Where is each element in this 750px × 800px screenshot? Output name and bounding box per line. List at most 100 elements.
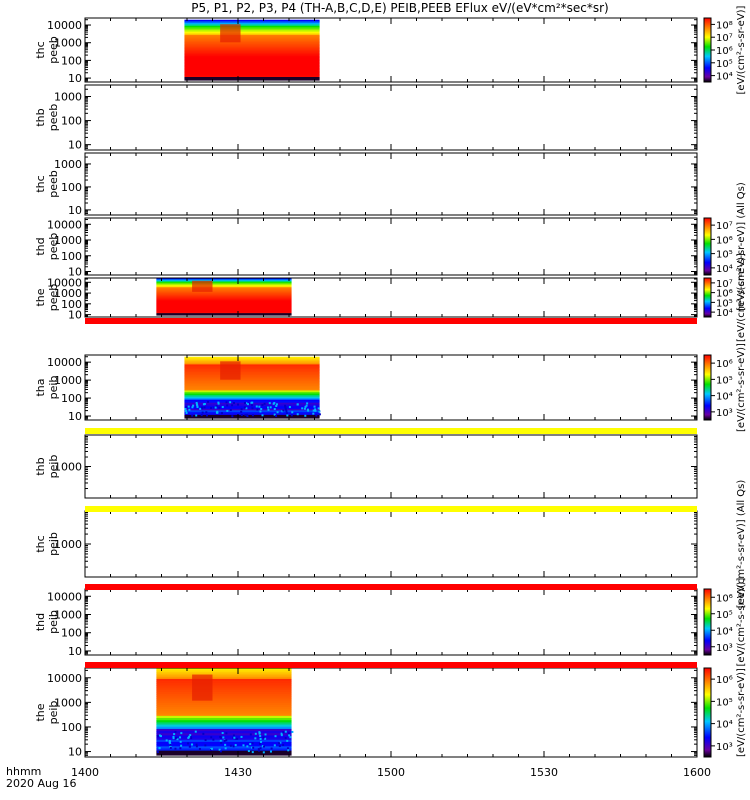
colorbar-tick-label: 10⁶	[716, 359, 733, 370]
spectrogram-noise	[286, 414, 289, 417]
spectrogram-row	[184, 70, 320, 74]
spectrogram-row	[184, 78, 320, 81]
spectrogram-row	[184, 24, 320, 27]
spectrogram-row	[184, 370, 320, 373]
spectrogram-noise	[306, 402, 309, 405]
spectrogram-row	[184, 384, 320, 387]
y-tick-label: 100	[61, 181, 82, 194]
spectrogram-noise	[245, 402, 248, 405]
spectrogram-noise	[269, 406, 272, 409]
colorbar-label: [eV/(cm²-s-sr-eV)]	[736, 577, 747, 666]
spectrogram-row	[184, 67, 320, 71]
spectrogram-noise	[214, 406, 217, 409]
spectrogram-row	[156, 722, 292, 726]
spectrogram-noise	[188, 408, 191, 411]
spectrogram-noise	[242, 744, 245, 747]
spectrogram-row	[184, 57, 320, 60]
spectrogram-noise	[212, 738, 215, 741]
spectrogram-noise	[262, 751, 265, 754]
spectrogram-row	[156, 678, 292, 682]
y-tick-label: 100	[61, 627, 82, 640]
spectrogram-noise	[279, 741, 282, 744]
spectrogram-row	[184, 30, 320, 33]
spectrogram-noise	[158, 734, 161, 737]
spectrogram-noise	[243, 406, 246, 409]
spectrogram-row	[184, 398, 320, 401]
spectrogram-row	[156, 295, 292, 298]
spectrogram-noise	[229, 401, 232, 404]
panel-label-instrument: peib	[47, 701, 60, 725]
spectrogram-noise	[264, 733, 267, 736]
spectrogram-noise	[187, 742, 190, 745]
spectrogram-row	[156, 294, 292, 297]
spectrogram-noise	[258, 742, 261, 745]
spectrogram-noise	[262, 745, 265, 748]
colorbar-tick-label: 10⁵	[716, 610, 733, 621]
spectrogram-row	[156, 290, 292, 292]
spectrogram-data	[156, 668, 294, 756]
spectrogram-noise	[223, 739, 226, 742]
spectrogram-noise	[215, 405, 218, 408]
spectrogram-row	[184, 396, 320, 399]
spectrogram-noise	[259, 737, 262, 740]
time-axis: 1400 1430 1500 1530 1600	[71, 766, 711, 779]
spectrogram-noise	[287, 749, 290, 752]
spectrogram-row	[156, 313, 292, 315]
spectrogram-row	[184, 365, 320, 369]
spectrogram-noise	[282, 731, 285, 734]
x-tick-label: 1400	[71, 766, 99, 779]
spectrogram-row	[184, 375, 320, 378]
spectrogram-noise	[259, 410, 262, 413]
panel-label-instrument: peib	[47, 455, 60, 479]
spectrogram-row	[156, 718, 292, 721]
spectrogram-row	[184, 372, 320, 375]
spectrogram-noise	[237, 403, 240, 406]
spectrogram-noise	[290, 414, 293, 417]
spectrogram-noise	[221, 406, 224, 409]
spectrogram-noise	[232, 734, 235, 737]
spectrogram-noise	[233, 401, 236, 404]
y-tick-label: 100	[61, 54, 82, 67]
spectrogram-row	[184, 28, 320, 31]
spectrogram-row	[184, 395, 320, 398]
spectrogram-noise	[284, 405, 287, 408]
spectrogram-noise	[259, 734, 262, 737]
y-tick-label: 1000	[54, 234, 82, 247]
spectrogram-noise	[203, 406, 206, 409]
spectrogram-noise	[244, 413, 247, 416]
spectrogram-row	[184, 39, 320, 42]
spectrogram-row	[184, 25, 320, 28]
spectrogram-row	[184, 54, 320, 57]
spectrogram-noise	[273, 408, 276, 411]
panel-3: 10 100 1000 thc peeb	[34, 152, 698, 217]
colorbar-gradient	[703, 17, 712, 83]
spectrogram-row	[184, 73, 320, 77]
spectrogram-noise	[262, 736, 265, 739]
spectrogram-row	[156, 283, 292, 286]
spectrogram-noise	[195, 745, 198, 748]
spectrogram-noise	[159, 735, 162, 738]
colorbar-tick-label: 10³	[716, 643, 733, 654]
spectrogram-core	[220, 361, 241, 380]
colorbar-tick-label: 10⁴	[716, 392, 733, 403]
spectrogram-noise	[286, 739, 289, 742]
y-tick-label: 1000	[54, 37, 82, 50]
spectrogram-row	[156, 694, 292, 697]
spectrogram-row	[156, 696, 292, 700]
spectrogram-noise	[174, 730, 177, 733]
spectrogram-noise	[194, 730, 197, 733]
colorbar-tick-label: 10⁷	[716, 33, 733, 44]
spectrogram-row	[156, 724, 292, 728]
panel-frame	[84, 510, 698, 578]
spectrogram-row	[184, 410, 320, 413]
spectrogram-row	[184, 408, 320, 411]
panel-x-ticks	[84, 85, 698, 150]
y-tick-label: 100	[61, 392, 82, 405]
spectrogram-noise	[232, 736, 235, 739]
spectrogram-noise	[249, 733, 252, 736]
spectrogram-noise	[195, 414, 198, 417]
spectrogram-row	[184, 60, 320, 63]
